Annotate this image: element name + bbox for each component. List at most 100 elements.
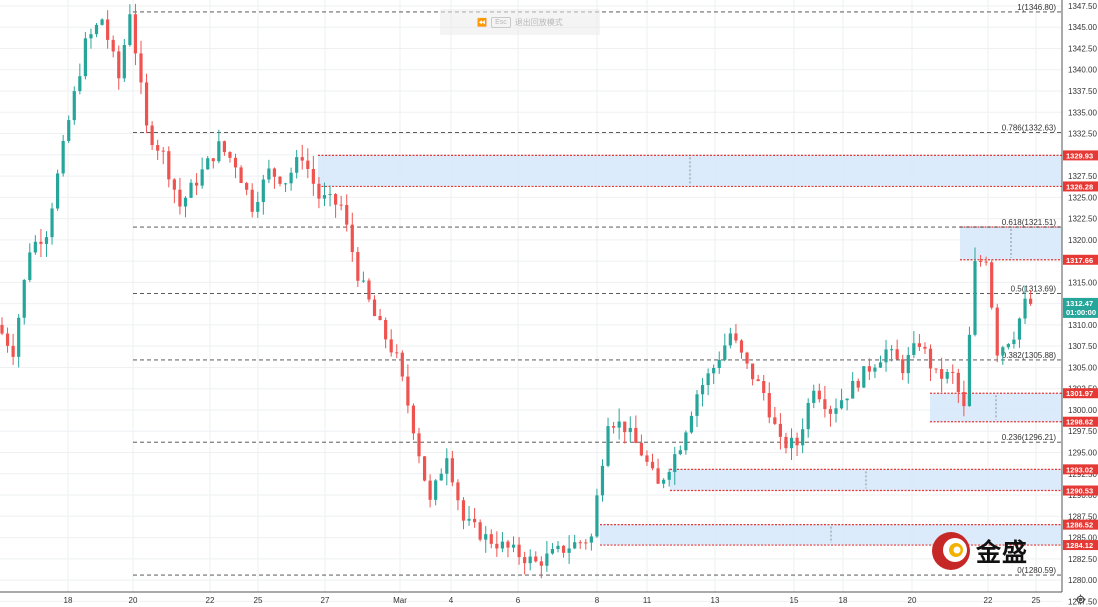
candle-body <box>111 39 115 52</box>
candle-body <box>812 390 816 403</box>
candle-body <box>356 252 360 281</box>
y-tick-label: 1315.00 <box>1068 278 1097 287</box>
candle-body <box>634 427 638 443</box>
candle-body <box>967 334 972 407</box>
candle-body <box>94 24 99 35</box>
replay-mode-banner[interactable]: ⏪ Esc 退出回放模式 <box>440 9 600 35</box>
candle-body <box>906 354 910 374</box>
zone-price-tag-text: 1317.66 <box>1066 256 1093 265</box>
zone-price-tag <box>1063 416 1098 427</box>
candle-body <box>28 252 32 280</box>
candle-body <box>561 545 566 553</box>
y-tick-label: 1337.50 <box>1068 87 1097 96</box>
candle-body <box>306 160 310 169</box>
bar-countdown-text: 01:00:00 <box>1066 308 1096 317</box>
candle-body <box>739 340 744 353</box>
x-tick-label: 27 <box>321 596 330 605</box>
candle-body <box>834 408 838 414</box>
logo-mark-icon <box>932 532 970 570</box>
candle-body <box>728 333 732 346</box>
candle-body <box>773 417 777 424</box>
candle-body <box>584 542 588 544</box>
candle-body <box>89 34 93 39</box>
candle-body <box>439 473 443 481</box>
candle-body <box>239 167 243 184</box>
candle-body <box>222 141 226 153</box>
y-tick-label: 1305.00 <box>1068 363 1097 372</box>
candle-body <box>211 158 215 162</box>
y-tick-label: 1290.00 <box>1068 491 1097 500</box>
candle-body <box>873 367 877 372</box>
candle-body <box>283 183 288 185</box>
candle-body <box>139 53 143 83</box>
candle-body <box>161 150 165 152</box>
candle-body <box>689 415 694 433</box>
candle-body <box>334 194 338 205</box>
candle-body <box>33 241 37 253</box>
candle-body <box>717 359 721 368</box>
y-tick-label: 1295.00 <box>1068 449 1097 458</box>
zone-price-tag <box>1063 181 1098 192</box>
candle-body <box>745 352 749 364</box>
zone-price-tag <box>1063 388 1098 399</box>
candle-body <box>150 125 154 146</box>
candle-body <box>1012 339 1016 345</box>
current-price-text: 1312.47 <box>1066 299 1093 308</box>
candle-body <box>995 307 999 356</box>
candle-body <box>384 320 388 340</box>
candle-body <box>256 202 260 212</box>
candle-body <box>339 204 343 206</box>
candle-body <box>189 182 193 198</box>
zone-price-tag-text: 1284.12 <box>1066 541 1093 550</box>
candle-body <box>183 197 188 207</box>
x-tick-label: 6 <box>516 596 521 605</box>
candle-body <box>806 402 810 430</box>
candle-body <box>144 82 149 126</box>
candle-body <box>0 324 4 334</box>
x-tick-label: 15 <box>790 596 799 605</box>
candle-body <box>434 480 438 500</box>
candle-body <box>289 172 293 184</box>
candle-body <box>734 333 738 341</box>
candle-body <box>573 542 577 549</box>
candle-body <box>856 380 860 388</box>
x-tick-label: 20 <box>908 596 917 605</box>
settings-gear-icon[interactable] <box>1075 594 1086 605</box>
y-tick-label: 1342.50 <box>1068 44 1097 53</box>
candle-body <box>450 458 454 483</box>
y-tick-label: 1280.00 <box>1068 576 1097 585</box>
time-axis[interactable]: 18 20 22 25 27 Mar 4 6 8 11 13 15 18 20 22 25 <box>0 591 1062 605</box>
candle-body <box>167 151 171 180</box>
candle-body <box>639 442 643 456</box>
y-tick-label: 1345.00 <box>1068 23 1097 32</box>
candle-body <box>917 343 921 347</box>
supply-demand-zones <box>318 154 1062 546</box>
candle-body <box>978 260 983 262</box>
y-tick-label: 1307.50 <box>1068 342 1097 351</box>
candle-body <box>361 280 365 282</box>
candle-body <box>756 379 760 382</box>
candle-body <box>901 359 905 374</box>
candle-body <box>372 299 377 316</box>
candle-body <box>61 140 65 174</box>
candle-body <box>851 380 855 399</box>
candle-body <box>767 393 771 418</box>
candle-body <box>39 241 43 244</box>
candle-body <box>567 548 571 553</box>
candle-body <box>550 549 555 554</box>
candle-body <box>845 398 849 401</box>
x-tick-label: 25 <box>1032 596 1041 605</box>
candle-body <box>322 195 327 199</box>
x-tick-label: 13 <box>711 596 720 605</box>
candle-body <box>178 189 182 207</box>
candle-body <box>395 352 399 354</box>
x-tick-label: Mar <box>393 596 407 605</box>
candle-body <box>789 437 794 449</box>
y-tick-label: 1282.50 <box>1068 555 1097 564</box>
candle-body <box>723 345 727 360</box>
candle-body <box>839 400 844 409</box>
candle-body <box>884 349 888 363</box>
candle-body <box>217 141 221 162</box>
y-tick-label: 1335.00 <box>1068 108 1097 117</box>
